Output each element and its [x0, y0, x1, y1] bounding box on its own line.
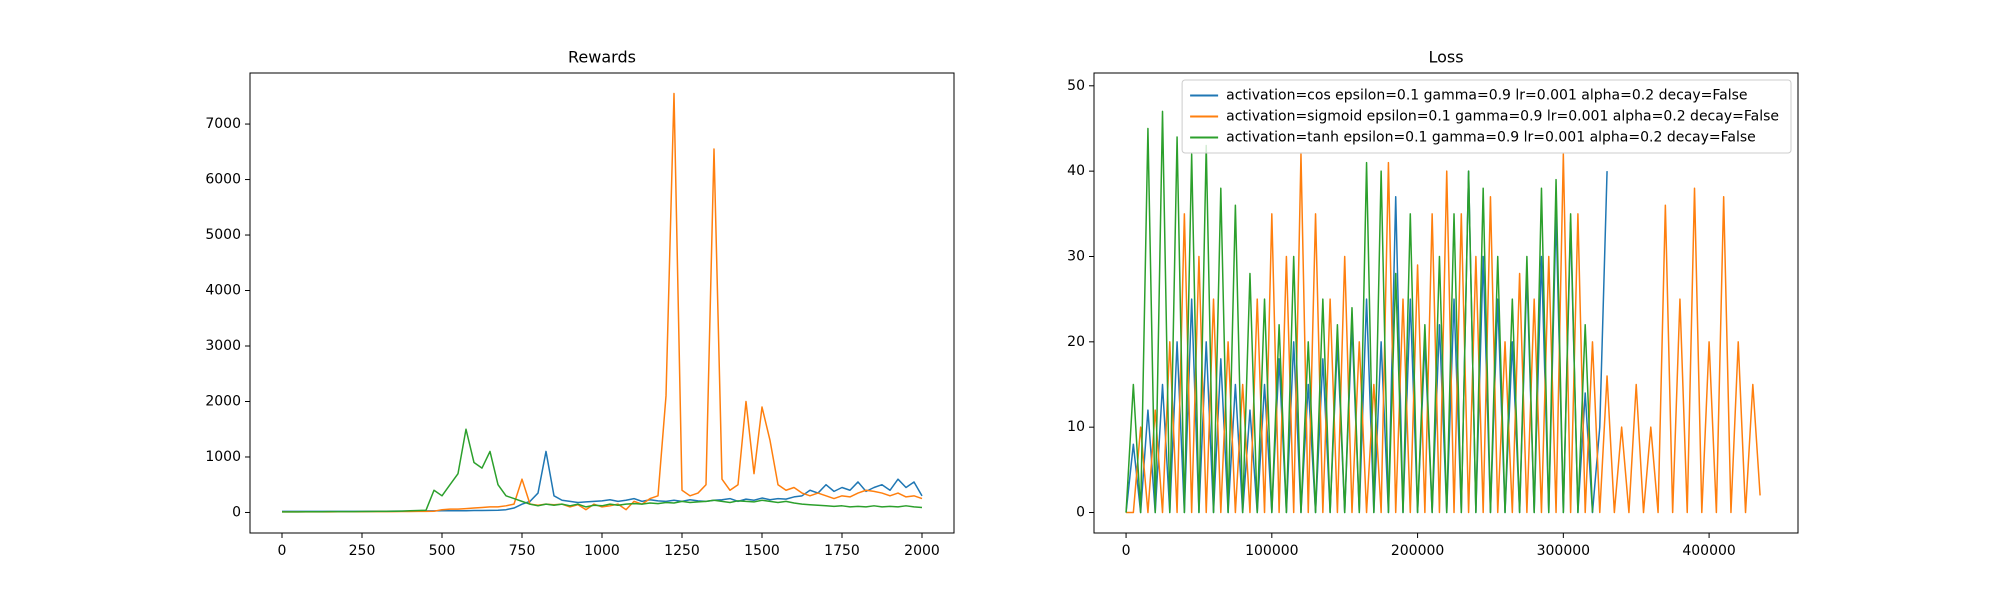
x-tick-label: 0 — [278, 543, 287, 559]
y-tick-label: 3000 — [205, 338, 241, 354]
y-tick-label: 40 — [1067, 163, 1085, 179]
legend: activation=cos epsilon=0.1 gamma=0.9 lr=… — [1181, 79, 1792, 154]
y-tick-label: 0 — [1076, 505, 1085, 521]
series-line — [282, 428, 923, 513]
x-tick-label: 750 — [509, 543, 536, 559]
x-tick-label: 300000 — [1537, 543, 1590, 559]
y-tick-label: 1000 — [205, 449, 241, 465]
x-tick-label: 400000 — [1682, 543, 1735, 559]
y-tick-label: 0 — [232, 504, 241, 520]
x-tick-label: 500 — [429, 543, 456, 559]
series-line — [282, 92, 923, 513]
y-tick-label: 4000 — [205, 283, 241, 299]
axes-frame — [249, 72, 955, 534]
chart-panel: Loss 0 100000 200000 300000 400000 0 10 20 30 40 50… — [1067, 48, 1799, 559]
series-line — [282, 450, 923, 513]
series-line — [1126, 153, 1761, 514]
x-tick-label: 2000 — [904, 543, 940, 559]
series-line — [1125, 110, 1594, 514]
y-tick-label: 6000 — [205, 172, 241, 188]
plot-area — [282, 92, 923, 513]
y-tick-label: 5000 — [205, 227, 241, 243]
x-tick-label: 250 — [349, 543, 376, 559]
y-tick-label: 2000 — [205, 393, 241, 409]
legend-label: activation=sigmoid epsilon=0.1 gamma=0.9… — [1226, 109, 1779, 125]
x-tick-label: 1500 — [744, 543, 780, 559]
y-tick-label: 20 — [1067, 334, 1085, 350]
y-tick-label: 10 — [1067, 419, 1085, 435]
x-tick-label: 200000 — [1391, 543, 1444, 559]
y-tick-label: 50 — [1067, 78, 1085, 94]
legend-box — [1181, 79, 1792, 154]
x-tick-label: 1250 — [664, 543, 700, 559]
axes-frame — [1093, 72, 1799, 534]
x-tick-label: 100000 — [1245, 543, 1298, 559]
x-tick-label: 1750 — [824, 543, 860, 559]
legend-label: activation=cos epsilon=0.1 gamma=0.9 lr=… — [1226, 88, 1747, 104]
chart-title: Rewards — [568, 48, 636, 67]
legend-label: activation=tanh epsilon=0.1 gamma=0.9 lr… — [1226, 130, 1756, 146]
plot-area — [1125, 110, 1761, 514]
y-tick-label: 7000 — [205, 116, 241, 132]
x-tick-label: 0 — [1122, 543, 1131, 559]
x-tick-label: 1000 — [584, 543, 620, 559]
y-tick-label: 30 — [1067, 248, 1085, 264]
chart-panel: Rewards 0 250 500 750 1000 1250 1500 1750 2000 0 10… — [205, 48, 955, 559]
chart-title: Loss — [1428, 48, 1463, 67]
